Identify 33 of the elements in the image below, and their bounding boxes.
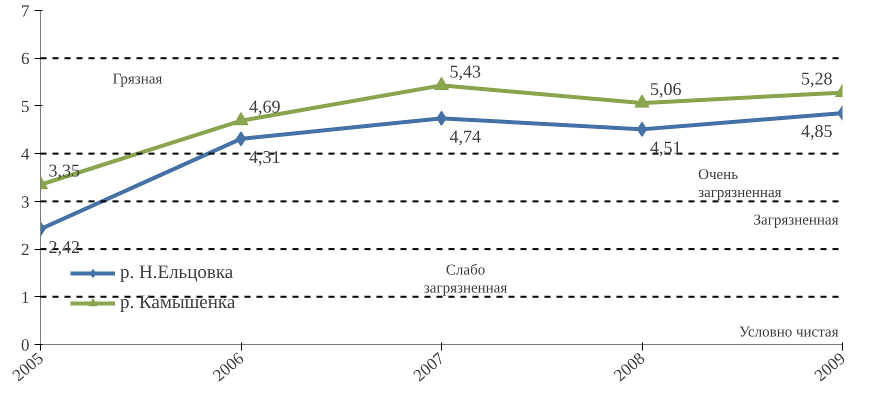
data-label: 3,35 <box>48 160 80 181</box>
annotation: Загрязненная <box>754 212 839 228</box>
point <box>634 94 650 108</box>
annotation: Грязная <box>112 72 162 88</box>
data-label: 5,06 <box>650 79 682 100</box>
point <box>636 122 648 137</box>
y-tick-label: 5 <box>21 96 30 116</box>
legend-label: р. Камышенка <box>120 292 236 314</box>
y-tick-label: 3 <box>21 192 30 212</box>
data-label: 5,43 <box>450 61 481 82</box>
x-tick-label: 2008 <box>610 348 648 386</box>
y-tick-label: 6 <box>21 49 30 68</box>
point <box>236 131 246 146</box>
annotation: Условно чистая <box>739 324 839 341</box>
annotation: Слабо загрязненная <box>424 262 508 297</box>
y-tick-label: 0 <box>21 336 30 354</box>
point <box>434 76 449 90</box>
y-tick-label: 7 <box>21 2 30 20</box>
y-tick-label: 2 <box>21 240 30 260</box>
data-label: 5,28 <box>801 68 832 89</box>
legend-label: р. Н.Ельцовка <box>120 262 234 284</box>
y-tick-label: 1 <box>21 288 30 307</box>
data-label: 4,31 <box>249 146 280 167</box>
data-label: 4,51 <box>650 137 682 158</box>
data-label: 2,42 <box>48 237 80 258</box>
point <box>234 112 248 126</box>
x-tick-label: 2009 <box>810 348 849 386</box>
data-label: 4,74 <box>450 126 481 146</box>
annotation: Очень загрязненная <box>698 167 782 202</box>
data-label: 4,69 <box>249 96 280 117</box>
point <box>436 110 447 126</box>
y-tick-label: 4 <box>21 144 30 164</box>
data-label: 4,85 <box>801 121 832 142</box>
